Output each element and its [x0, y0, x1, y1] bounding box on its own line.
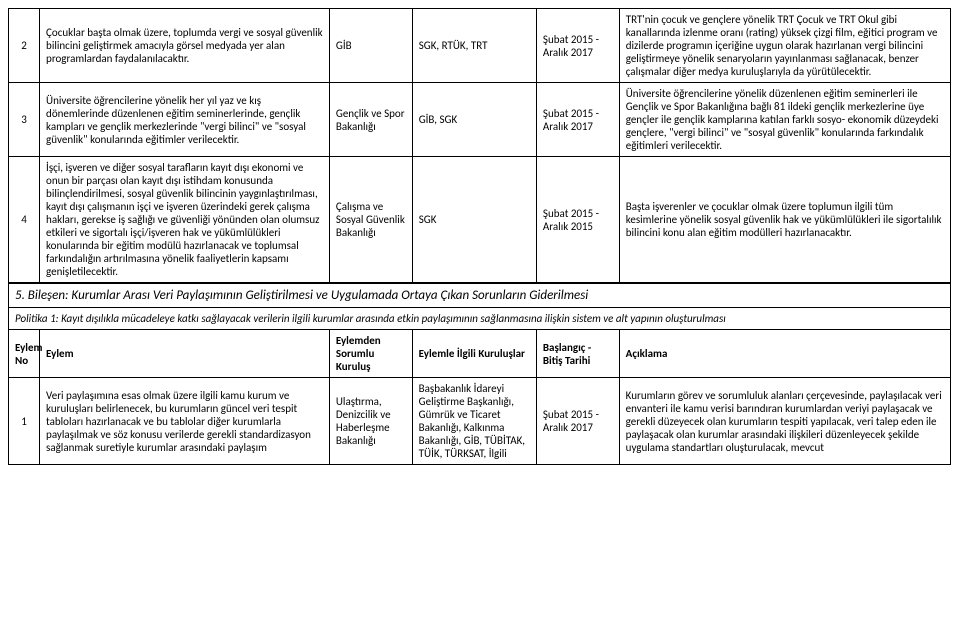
row-tarih: Şubat 2015 - Aralık 2017: [536, 83, 619, 157]
row-number: 2: [9, 9, 40, 83]
header-sorumlu: Eylemden Sorumlu Kuruluş: [329, 330, 412, 378]
row-sorumlu: Gençlik ve Spor Bakanlığı: [329, 83, 412, 157]
header-aciklama: Açıklama: [619, 330, 950, 378]
row-tarih: Şubat 2015 - Aralık 2017: [536, 378, 619, 465]
row-eylem: Çocuklar başta olmak üzere, toplumda ver…: [40, 9, 330, 83]
row-eylem: Veri paylaşımına esas olmak üzere ilgili…: [40, 378, 330, 465]
row-sorumlu: Çalışma ve Sosyal Güvenlik Bakanlığı: [329, 157, 412, 283]
row-aciklama: Başta işverenler ve çocuklar olmak üzere…: [619, 157, 950, 283]
table-row: 2Çocuklar başta olmak üzere, toplumda ve…: [9, 9, 951, 83]
row-kurulus: SGK, RTÜK, TRT: [412, 9, 536, 83]
header-kurulus: Eylemle İlgili Kuruluşlar: [412, 330, 536, 378]
policy-1-title: Politika 1: Kayıt dışılıkla mücadeleye k…: [9, 308, 951, 330]
table-row: 1Veri paylaşımına esas olmak üzere ilgil…: [9, 378, 951, 465]
section-5-table: 5. Bileşen: Kurumlar Arası Veri Paylaşım…: [8, 283, 951, 465]
row-number: 1: [9, 378, 40, 465]
row-number: 4: [9, 157, 40, 283]
row-sorumlu: Ulaştırma, Denizcilik ve Haberleşme Baka…: [329, 378, 412, 465]
header-tarih: Başlangıç - Bitiş Tarihi: [536, 330, 619, 378]
row-tarih: Şubat 2015 - Aralık 2015: [536, 157, 619, 283]
row-kurulus: SGK: [412, 157, 536, 283]
row-eylem: Üniversite öğrencilerine yönelik her yıl…: [40, 83, 330, 157]
table-row: 4İşçi, işveren ve diğer sosyal tarafları…: [9, 157, 951, 283]
row-kurulus: GİB, SGK: [412, 83, 536, 157]
section-5-title: 5. Bileşen: Kurumlar Arası Veri Paylaşım…: [9, 284, 951, 308]
header-no: Eylem No: [9, 330, 40, 378]
row-sorumlu: GİB: [329, 9, 412, 83]
row-aciklama: TRT'nin çocuk ve gençlere yönelik TRT Ço…: [619, 9, 950, 83]
row-kurulus: Başbakanlık İdareyi Geliştirme Başkanlığ…: [412, 378, 536, 465]
row-tarih: Şubat 2015 - Aralık 2017: [536, 9, 619, 83]
action-table-top: 2Çocuklar başta olmak üzere, toplumda ve…: [8, 8, 951, 283]
header-eylem: Eylem: [40, 330, 330, 378]
row-aciklama: Kurumların görev ve sorumluluk alanları …: [619, 378, 950, 465]
table-row: 3Üniversite öğrencilerine yönelik her yı…: [9, 83, 951, 157]
row-eylem: İşçi, işveren ve diğer sosyal tarafların…: [40, 157, 330, 283]
row-number: 3: [9, 83, 40, 157]
row-aciklama: Üniversite öğrencilerine yönelik düzenle…: [619, 83, 950, 157]
